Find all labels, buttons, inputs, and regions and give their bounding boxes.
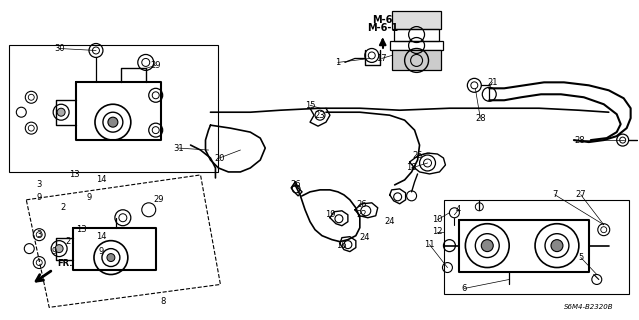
Text: FR.: FR. (57, 259, 73, 268)
Bar (390, 41, 443, 51)
Circle shape (107, 253, 115, 261)
Text: 14: 14 (96, 175, 106, 184)
Text: 25: 25 (412, 150, 423, 160)
Text: 3: 3 (36, 230, 42, 239)
Text: 12: 12 (432, 227, 443, 236)
Bar (445, 200, 629, 294)
Text: 29: 29 (153, 195, 164, 204)
Text: 8: 8 (160, 297, 166, 306)
Text: 9: 9 (36, 193, 42, 202)
Text: 20: 20 (214, 154, 225, 163)
Text: 29: 29 (150, 61, 161, 70)
Text: 28: 28 (574, 136, 585, 145)
Text: 17: 17 (376, 54, 387, 63)
Text: 26: 26 (357, 200, 367, 209)
Text: 18: 18 (406, 164, 417, 172)
Text: 2: 2 (61, 203, 66, 212)
Text: 9: 9 (86, 193, 91, 202)
Text: S6M4-B2320B: S6M4-B2320B (564, 304, 613, 310)
Text: 23: 23 (314, 111, 325, 120)
Text: 28: 28 (475, 114, 486, 123)
Text: 11: 11 (424, 240, 435, 249)
Text: 3: 3 (36, 180, 42, 189)
Text: 22: 22 (357, 210, 367, 219)
Circle shape (481, 240, 493, 252)
Text: 16: 16 (335, 241, 346, 250)
Bar (392, 51, 442, 70)
Bar (394, 28, 440, 41)
Text: 6: 6 (462, 284, 467, 293)
Text: 30: 30 (54, 44, 65, 53)
Text: 2: 2 (65, 237, 71, 246)
Text: 9: 9 (52, 247, 57, 256)
Text: 1: 1 (335, 58, 341, 67)
Text: 7: 7 (552, 190, 558, 199)
Text: 21: 21 (487, 78, 498, 87)
Circle shape (551, 240, 563, 252)
Text: 15: 15 (305, 101, 315, 110)
Text: 13: 13 (76, 225, 86, 234)
Bar (10, 44, 219, 172)
Text: 31: 31 (173, 144, 184, 153)
Text: 19: 19 (325, 210, 335, 219)
Text: 5: 5 (578, 253, 583, 262)
Text: 4: 4 (456, 205, 461, 214)
Text: 9: 9 (98, 247, 104, 256)
Circle shape (55, 244, 63, 252)
Text: 13: 13 (69, 171, 79, 180)
Text: M-6-1: M-6-1 (367, 23, 398, 33)
Text: 24: 24 (360, 233, 370, 242)
Text: M-6: M-6 (373, 15, 393, 25)
Bar (392, 11, 442, 28)
Text: 10: 10 (432, 215, 443, 224)
Text: 24: 24 (385, 217, 395, 226)
Text: 27: 27 (576, 190, 586, 199)
Circle shape (108, 117, 118, 127)
Text: 26: 26 (291, 180, 302, 189)
Circle shape (57, 108, 65, 116)
Text: 14: 14 (96, 232, 106, 241)
